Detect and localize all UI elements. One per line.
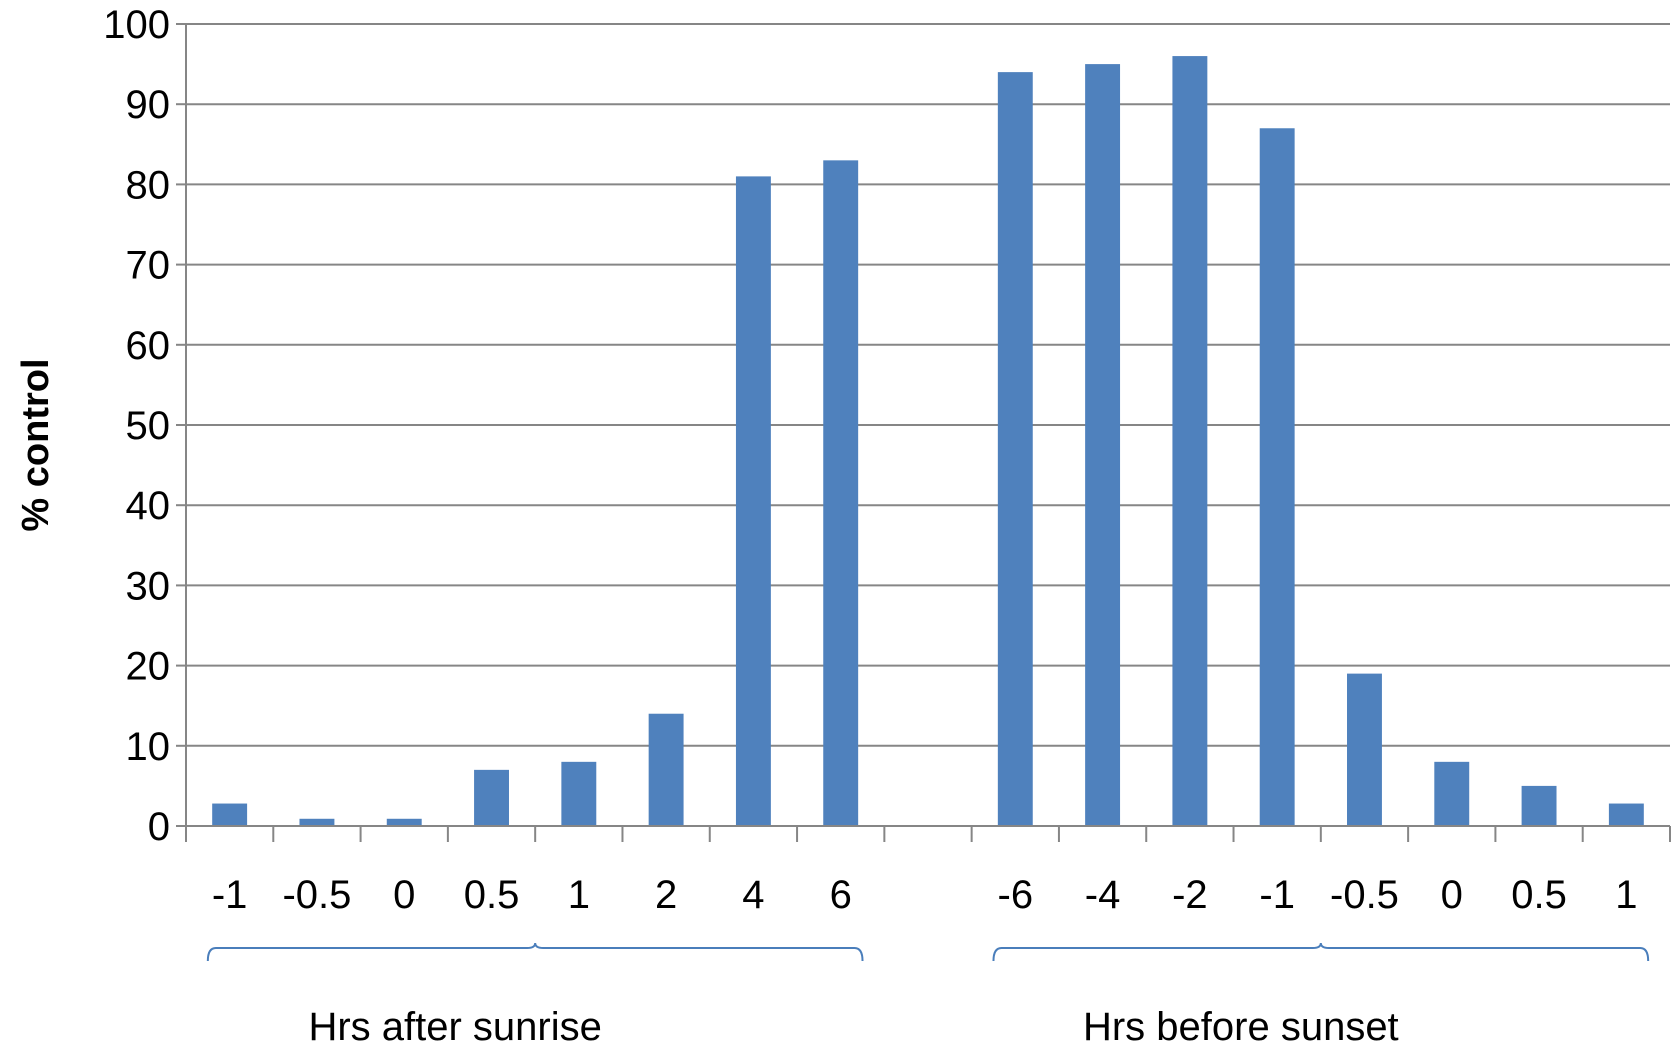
y-tick-label: 50 (126, 404, 171, 448)
y-tick-label: 70 (126, 244, 171, 288)
y-tick-label: 30 (126, 564, 171, 608)
bar (212, 803, 248, 826)
y-tick-label: 20 (126, 645, 171, 689)
x-tick-label: 0 (1441, 873, 1463, 917)
bar (735, 176, 771, 826)
group-bracket (206, 942, 864, 962)
category-groups: Hrs after sunrise Hrs before sunset (206, 942, 1650, 1049)
x-tick-label: 0.5 (464, 873, 520, 917)
x-tick-label: 0 (393, 873, 415, 917)
axes (176, 23, 1671, 842)
bars (212, 56, 1644, 827)
y-tick-label: 10 (126, 725, 171, 769)
bar (474, 769, 509, 826)
y-axis-title: % control (15, 358, 57, 531)
bar (1434, 761, 1470, 826)
x-tick-label: -0.5 (282, 873, 351, 917)
bar (386, 818, 422, 826)
group-label: Hrs after sunrise (308, 1005, 601, 1049)
x-tick-label: 0.5 (1511, 873, 1567, 917)
bar (1172, 56, 1208, 826)
x-tick-label: 1 (568, 873, 590, 917)
x-tick-label: -1 (212, 873, 248, 917)
bar (1521, 785, 1557, 826)
bar (648, 713, 684, 826)
y-tick-label: 100 (103, 3, 170, 47)
bar (1608, 803, 1644, 826)
x-tick-label: -4 (1085, 873, 1121, 917)
bar (1259, 128, 1295, 826)
gridlines (186, 23, 1670, 747)
group-label: Hrs before sunset (1083, 1005, 1399, 1049)
x-tick-label: -6 (998, 873, 1034, 917)
bar (1347, 673, 1382, 826)
x-tick-labels: -1 -0.5 0 0.5 1 2 4 6 -6 -4 -2 -1 -0.5 0 0.5 1 (212, 873, 1638, 917)
x-tick-label: 1 (1615, 873, 1637, 917)
y-tick-label: 40 (126, 484, 171, 528)
group-bracket (992, 942, 1650, 962)
y-tick-label: 90 (126, 83, 171, 127)
bar (997, 72, 1033, 827)
x-tick-label: 6 (830, 873, 852, 917)
x-tick-label: -0.5 (1330, 873, 1399, 917)
y-tick-labels: 0 10 20 30 40 50 60 70 80 90 100 (103, 3, 170, 849)
x-tick-label: 4 (742, 873, 764, 917)
y-tick-label: 0 (148, 805, 170, 849)
y-tick-label: 60 (126, 324, 171, 368)
bar (1085, 64, 1121, 827)
bar (561, 761, 597, 826)
bar (299, 818, 335, 826)
bar (823, 160, 859, 827)
x-tick-label: -2 (1172, 873, 1208, 917)
x-tick-label: -1 (1259, 873, 1295, 917)
y-tick-label: 80 (126, 163, 171, 207)
x-tick-label: 2 (655, 873, 677, 917)
